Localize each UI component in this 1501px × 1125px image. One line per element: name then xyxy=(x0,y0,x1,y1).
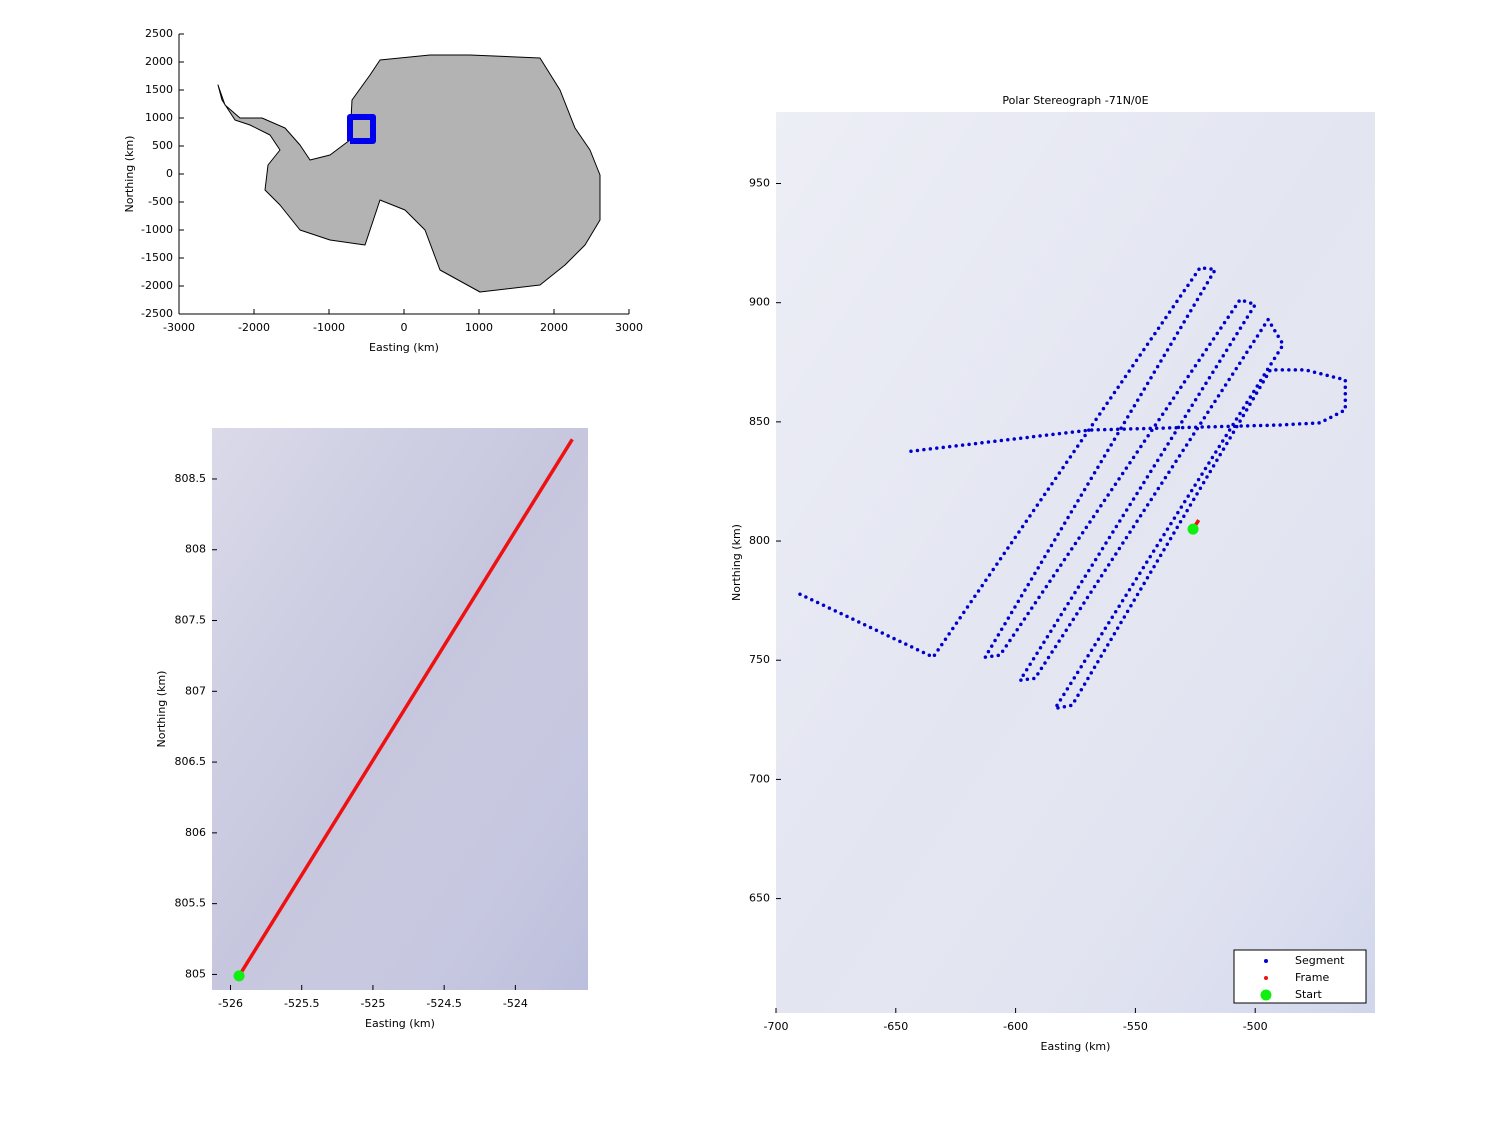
legend-symbol xyxy=(1264,959,1268,963)
y-tick-label: 805.5 xyxy=(175,897,207,910)
legend-box xyxy=(1233,949,1367,1004)
x-tick-label: 0 xyxy=(401,321,408,334)
y-tick-label: 500 xyxy=(152,139,173,152)
y-tick-label: 700 xyxy=(749,772,770,785)
x-tick-label: -525 xyxy=(360,997,385,1010)
y-tick-label: 1500 xyxy=(145,83,173,96)
x-tick-label: -3000 xyxy=(163,321,195,334)
y-tick-label: 806 xyxy=(185,826,206,839)
x-tick-label: 2000 xyxy=(540,321,568,334)
y-tick-label: 850 xyxy=(749,415,770,428)
plot-shading xyxy=(212,428,588,990)
x-axis-label: Easting (km) xyxy=(1041,1040,1111,1053)
y-tick-label: 2500 xyxy=(145,27,173,40)
x-tick-label: -550 xyxy=(1123,1020,1148,1033)
legend-label: Segment xyxy=(1295,954,1345,967)
y-tick-label: -1500 xyxy=(141,251,173,264)
y-tick-label: 900 xyxy=(749,296,770,309)
y-tick-label: 807.5 xyxy=(175,614,207,627)
y-tick-label: -1000 xyxy=(141,223,173,236)
x-axis-label: Easting (km) xyxy=(365,1017,435,1030)
y-tick-label: -2500 xyxy=(141,307,173,320)
x-tick-label: -526 xyxy=(218,997,243,1010)
land-outline xyxy=(217,54,601,293)
x-tick-label: -700 xyxy=(764,1020,789,1033)
legend-symbol xyxy=(1264,976,1268,980)
legend-label: Start xyxy=(1295,988,1323,1001)
x-tick-label: -524.5 xyxy=(426,997,461,1010)
x-tick-label: -1000 xyxy=(313,321,345,334)
segment-track xyxy=(798,265,1348,711)
plot-shading xyxy=(776,112,1375,1013)
y-tick-label: 805 xyxy=(185,967,206,980)
frame-line xyxy=(347,114,376,144)
x-axis-label: Easting (km) xyxy=(369,341,439,354)
y-tick-label: 0 xyxy=(166,167,173,180)
y-tick-label: 808 xyxy=(185,543,206,556)
x-tick-label: -500 xyxy=(1243,1020,1268,1033)
start-marker xyxy=(1187,523,1199,535)
y-tick-label: 750 xyxy=(749,653,770,666)
y-tick-label: 1000 xyxy=(145,111,173,124)
x-tick-label: -525.5 xyxy=(284,997,319,1010)
chart-title: Polar Stereograph -71N/0E xyxy=(1002,94,1148,107)
y-tick-label: 2000 xyxy=(145,55,173,68)
x-tick-label: -2000 xyxy=(238,321,270,334)
y-tick-label: -2000 xyxy=(141,279,173,292)
y-tick-label: 650 xyxy=(749,892,770,905)
y-tick-label: 807 xyxy=(185,684,206,697)
y-tick-label: -500 xyxy=(148,195,173,208)
y-tick-label: 806.5 xyxy=(175,755,207,768)
y-axis-label: Northing (km) xyxy=(730,524,743,601)
x-tick-label: 3000 xyxy=(615,321,643,334)
legend-symbol xyxy=(1260,989,1272,1001)
start-marker xyxy=(233,970,245,982)
x-tick-label: -600 xyxy=(1003,1020,1028,1033)
x-tick-label: -650 xyxy=(883,1020,908,1033)
y-axis-label: Northing (km) xyxy=(123,136,136,213)
y-tick-label: 950 xyxy=(749,177,770,190)
y-tick-label: 808.5 xyxy=(175,472,207,485)
y-axis-label: Northing (km) xyxy=(155,671,168,748)
x-tick-label: -524 xyxy=(503,997,528,1010)
legend-label: Frame xyxy=(1295,971,1330,984)
x-tick-label: 1000 xyxy=(465,321,493,334)
frame-line xyxy=(237,438,574,977)
y-tick-label: 800 xyxy=(749,534,770,547)
